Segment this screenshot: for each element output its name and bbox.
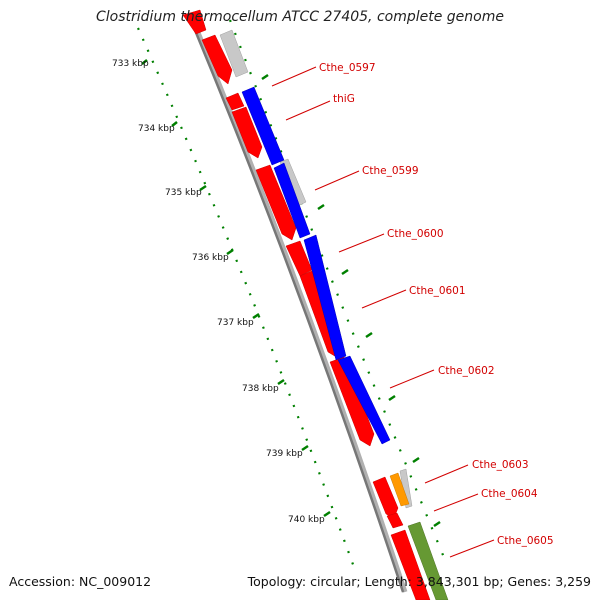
kbp-label: 737 kbp bbox=[217, 318, 254, 328]
kbp-label: 735 kbp bbox=[165, 188, 202, 198]
gene-label[interactable]: Cthe_0602 bbox=[438, 365, 495, 377]
cds-track bbox=[182, 9, 431, 600]
kbp-label: 733 kbp bbox=[112, 59, 149, 69]
gene-label[interactable]: thiG bbox=[333, 93, 355, 105]
backbone bbox=[188, 17, 405, 593]
kbp-label: 739 kbp bbox=[266, 449, 303, 459]
gene-label[interactable]: Cthe_0601 bbox=[409, 285, 466, 297]
gene-label[interactable]: Cthe_0600 bbox=[387, 228, 444, 240]
inner-track-ticks bbox=[261, 73, 441, 528]
gene-label[interactable]: Cthe_0605 bbox=[497, 535, 554, 547]
genome-summary-text: Topology: circular; Length: 3,843,301 bp… bbox=[247, 574, 591, 589]
map-title: Clostridium thermocellum ATCC 27405, com… bbox=[96, 9, 504, 25]
kbp-label: 738 kbp bbox=[242, 384, 279, 394]
gene-label[interactable]: Cthe_0604 bbox=[481, 488, 538, 500]
ruler-labels: 733 kbp 734 kbp 735 kbp 736 kbp 737 kbp … bbox=[112, 59, 325, 525]
accession-text: Accession: NC_009012 bbox=[9, 574, 152, 589]
gene-label[interactable]: Cthe_0599 bbox=[362, 165, 419, 177]
orange-track bbox=[389, 472, 410, 507]
gene-label[interactable]: Cthe_0597 bbox=[319, 62, 376, 74]
ruler-ticks bbox=[141, 59, 331, 518]
gene-label[interactable]: Cthe_0603 bbox=[472, 459, 529, 471]
kbp-label: 740 kbp bbox=[288, 515, 325, 525]
blue-track bbox=[241, 86, 391, 445]
backbone-shadow bbox=[189, 17, 408, 593]
olive-track bbox=[407, 521, 449, 600]
gene-labels: Cthe_0597 thiG Cthe_0599 Cthe_0600 Cthe_… bbox=[319, 62, 554, 547]
leader-lines bbox=[271, 66, 495, 558]
kbp-label: 736 kbp bbox=[192, 253, 229, 263]
kbp-label: 734 kbp bbox=[138, 124, 175, 134]
